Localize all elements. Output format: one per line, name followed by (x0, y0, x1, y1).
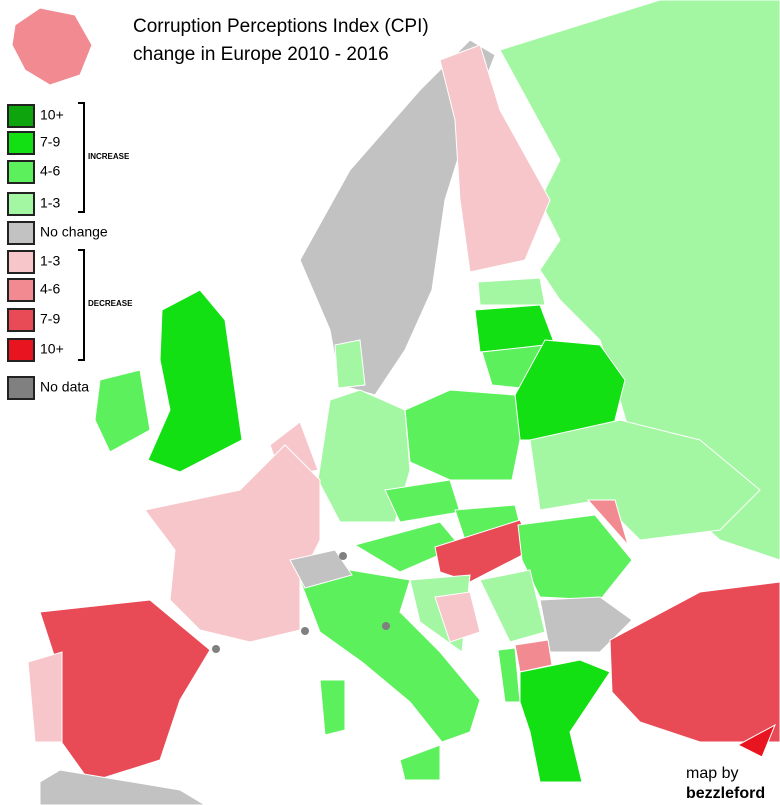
legend-group: DECREASE (88, 299, 133, 308)
ireland (94, 369, 151, 453)
great-britain (147, 289, 243, 473)
legend-label: 7-9 (40, 311, 60, 327)
greece (519, 659, 611, 783)
spain (39, 599, 211, 783)
credit: map by (686, 765, 738, 782)
legend-label: No change (40, 224, 108, 240)
turkey (609, 581, 780, 743)
poland (404, 389, 521, 481)
no-data-dot (382, 622, 390, 630)
no-data-dot (212, 645, 220, 653)
italy (299, 569, 481, 743)
france (144, 444, 321, 643)
cyprus (736, 723, 776, 758)
legend-label: 4-6 (40, 281, 60, 297)
legend-swatch (7, 131, 35, 155)
legend-label: 10+ (40, 107, 64, 123)
switzerland (289, 549, 353, 589)
title-line: change in Europe 2010 - 2016 (133, 44, 389, 65)
africa (39, 769, 206, 805)
estonia (477, 277, 546, 306)
sardinia (319, 679, 346, 736)
no-data-dots (212, 552, 390, 653)
legend-swatch (7, 160, 35, 184)
legend-label: 7-9 (40, 134, 60, 150)
legend-bracket (78, 102, 85, 361)
iceland (11, 7, 93, 86)
legend-label: 4-6 (40, 163, 60, 179)
hungary (434, 519, 533, 583)
portugal (27, 651, 63, 743)
legend-swatch (7, 192, 35, 216)
countries (11, 0, 780, 805)
denmark (334, 339, 366, 389)
macedonia (514, 639, 553, 673)
legend-swatch (7, 338, 35, 362)
legend-group: INCREASE (88, 152, 130, 161)
credit: bezzleford (686, 785, 765, 802)
legend-label: 1-3 (40, 195, 60, 211)
legend-swatch (7, 250, 35, 274)
legend-swatch (7, 221, 35, 245)
title-line: Corruption Perceptions Index (CPI) (133, 16, 429, 37)
ukraine (529, 419, 761, 541)
legend: INCREASE DECREASE 10+ 7-9 4-6 1-3 No change 1… (7, 102, 133, 400)
finland (439, 44, 551, 273)
serbia (479, 569, 546, 643)
no-data-dot (339, 552, 347, 560)
bosnia (434, 591, 481, 643)
legend-swatch (7, 278, 35, 302)
legend-label: No data (40, 379, 89, 395)
legend-swatch (7, 376, 35, 400)
no-data-dot (301, 627, 309, 635)
moldova (586, 499, 629, 546)
legend-swatch (7, 104, 35, 128)
legend-label: 10+ (40, 341, 64, 357)
legend-label: 1-3 (40, 253, 60, 269)
sicily (399, 744, 441, 781)
legend-swatch (7, 308, 35, 332)
